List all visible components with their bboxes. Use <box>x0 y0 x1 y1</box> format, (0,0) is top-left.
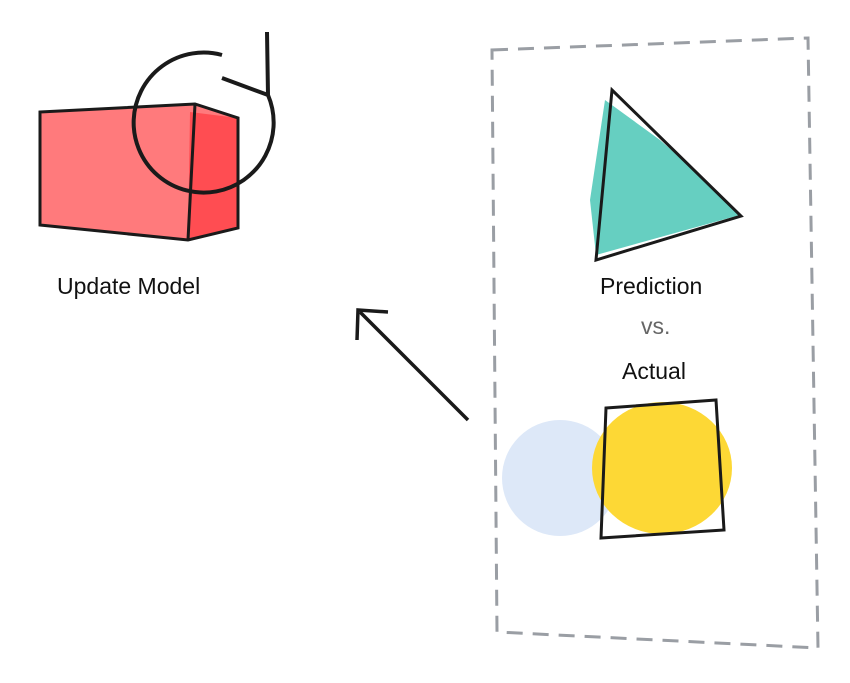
refresh-icon <box>131 31 276 195</box>
square-icon <box>502 398 732 540</box>
actual-label: Actual <box>622 358 686 384</box>
update-model-label: Update Model <box>57 273 201 299</box>
triangle-icon <box>590 86 744 263</box>
box-icon <box>38 102 240 242</box>
dashed-frame <box>490 36 820 650</box>
arrow-icon <box>355 308 470 422</box>
prediction-label: Prediction <box>600 273 703 299</box>
vs-label: vs. <box>641 313 671 339</box>
